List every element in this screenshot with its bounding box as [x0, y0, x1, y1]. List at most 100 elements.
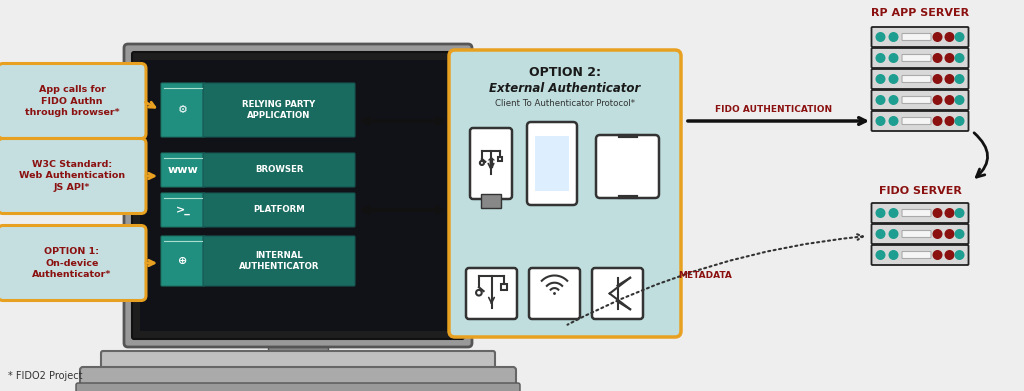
- Circle shape: [876, 116, 886, 126]
- Bar: [501, 284, 507, 291]
- FancyArrowPatch shape: [974, 133, 987, 177]
- Circle shape: [933, 116, 942, 126]
- Circle shape: [954, 53, 965, 63]
- FancyBboxPatch shape: [132, 52, 464, 339]
- Circle shape: [889, 116, 898, 126]
- FancyBboxPatch shape: [596, 135, 659, 198]
- Circle shape: [933, 53, 942, 63]
- FancyBboxPatch shape: [527, 122, 577, 205]
- FancyBboxPatch shape: [203, 193, 355, 227]
- Text: PLATFORM: PLATFORM: [253, 206, 305, 215]
- FancyBboxPatch shape: [871, 69, 969, 89]
- Circle shape: [876, 74, 886, 84]
- Text: ⊕: ⊕: [178, 256, 187, 266]
- FancyBboxPatch shape: [470, 128, 512, 199]
- Circle shape: [944, 95, 954, 105]
- Circle shape: [954, 208, 965, 218]
- FancyBboxPatch shape: [529, 268, 580, 319]
- Circle shape: [889, 53, 898, 63]
- Text: App calls for
FIDO Authn
through browser*: App calls for FIDO Authn through browser…: [25, 85, 120, 117]
- FancyBboxPatch shape: [76, 383, 520, 391]
- FancyBboxPatch shape: [902, 34, 931, 41]
- FancyBboxPatch shape: [871, 111, 969, 131]
- Text: ⚙: ⚙: [178, 105, 188, 115]
- FancyBboxPatch shape: [902, 210, 931, 217]
- Bar: [535, 136, 569, 191]
- FancyBboxPatch shape: [871, 203, 969, 223]
- Text: * FIDO2 Project: * FIDO2 Project: [8, 371, 83, 381]
- Circle shape: [944, 53, 954, 63]
- Circle shape: [944, 208, 954, 218]
- Bar: [140, 60, 456, 331]
- Circle shape: [876, 250, 886, 260]
- Text: FIDO AUTHENTICATION: FIDO AUTHENTICATION: [715, 105, 833, 114]
- FancyBboxPatch shape: [592, 268, 643, 319]
- FancyBboxPatch shape: [80, 367, 516, 389]
- Circle shape: [954, 250, 965, 260]
- Circle shape: [944, 74, 954, 84]
- Bar: [481, 194, 501, 208]
- Circle shape: [876, 95, 886, 105]
- FancyBboxPatch shape: [124, 44, 472, 347]
- Circle shape: [944, 250, 954, 260]
- Circle shape: [954, 229, 965, 239]
- Text: External Authenticator: External Authenticator: [489, 81, 641, 95]
- FancyBboxPatch shape: [0, 63, 146, 138]
- FancyBboxPatch shape: [0, 226, 146, 301]
- FancyBboxPatch shape: [902, 75, 931, 83]
- FancyBboxPatch shape: [203, 236, 355, 286]
- Text: www: www: [168, 165, 199, 175]
- Text: INTERNAL
AUTHENTICATOR: INTERNAL AUTHENTICATOR: [239, 251, 319, 271]
- Text: FIDO SERVER: FIDO SERVER: [879, 186, 962, 196]
- Circle shape: [933, 208, 942, 218]
- Circle shape: [876, 229, 886, 239]
- Circle shape: [933, 229, 942, 239]
- Circle shape: [954, 116, 965, 126]
- Circle shape: [944, 229, 954, 239]
- Circle shape: [944, 116, 954, 126]
- FancyBboxPatch shape: [902, 97, 931, 104]
- Circle shape: [553, 292, 556, 295]
- FancyBboxPatch shape: [101, 351, 495, 373]
- FancyBboxPatch shape: [871, 27, 969, 47]
- Text: ⬆: ⬆: [484, 156, 498, 171]
- FancyBboxPatch shape: [902, 231, 931, 237]
- Circle shape: [933, 250, 942, 260]
- FancyBboxPatch shape: [466, 268, 517, 319]
- Circle shape: [889, 95, 898, 105]
- Text: >_: >_: [175, 205, 190, 215]
- Circle shape: [954, 95, 965, 105]
- Circle shape: [954, 32, 965, 42]
- FancyBboxPatch shape: [161, 153, 205, 187]
- Circle shape: [954, 74, 965, 84]
- Circle shape: [933, 32, 942, 42]
- Circle shape: [889, 32, 898, 42]
- Text: RELYING PARTY
APPLICATION: RELYING PARTY APPLICATION: [243, 100, 315, 120]
- Text: Client To Authenticator Protocol*: Client To Authenticator Protocol*: [495, 99, 635, 108]
- FancyBboxPatch shape: [902, 54, 931, 61]
- FancyBboxPatch shape: [902, 251, 931, 258]
- Text: BROWSER: BROWSER: [255, 165, 303, 174]
- FancyBboxPatch shape: [161, 193, 205, 227]
- Circle shape: [944, 32, 954, 42]
- Text: METADATA: METADATA: [678, 271, 732, 280]
- FancyBboxPatch shape: [0, 138, 146, 213]
- FancyBboxPatch shape: [161, 83, 205, 137]
- Circle shape: [889, 250, 898, 260]
- Circle shape: [933, 95, 942, 105]
- Circle shape: [876, 53, 886, 63]
- FancyBboxPatch shape: [871, 90, 969, 110]
- Bar: [498, 157, 503, 161]
- FancyBboxPatch shape: [871, 48, 969, 68]
- Circle shape: [889, 74, 898, 84]
- Circle shape: [933, 74, 942, 84]
- Text: OPTION 1:
On-device
Authenticator*: OPTION 1: On-device Authenticator*: [33, 247, 112, 279]
- FancyBboxPatch shape: [203, 83, 355, 137]
- Circle shape: [876, 32, 886, 42]
- Circle shape: [889, 208, 898, 218]
- FancyBboxPatch shape: [161, 236, 205, 286]
- Bar: [268, 341, 328, 353]
- FancyBboxPatch shape: [449, 50, 681, 337]
- Text: W3C Standard:
Web Authentication
JS API*: W3C Standard: Web Authentication JS API*: [18, 160, 125, 192]
- FancyBboxPatch shape: [902, 118, 931, 124]
